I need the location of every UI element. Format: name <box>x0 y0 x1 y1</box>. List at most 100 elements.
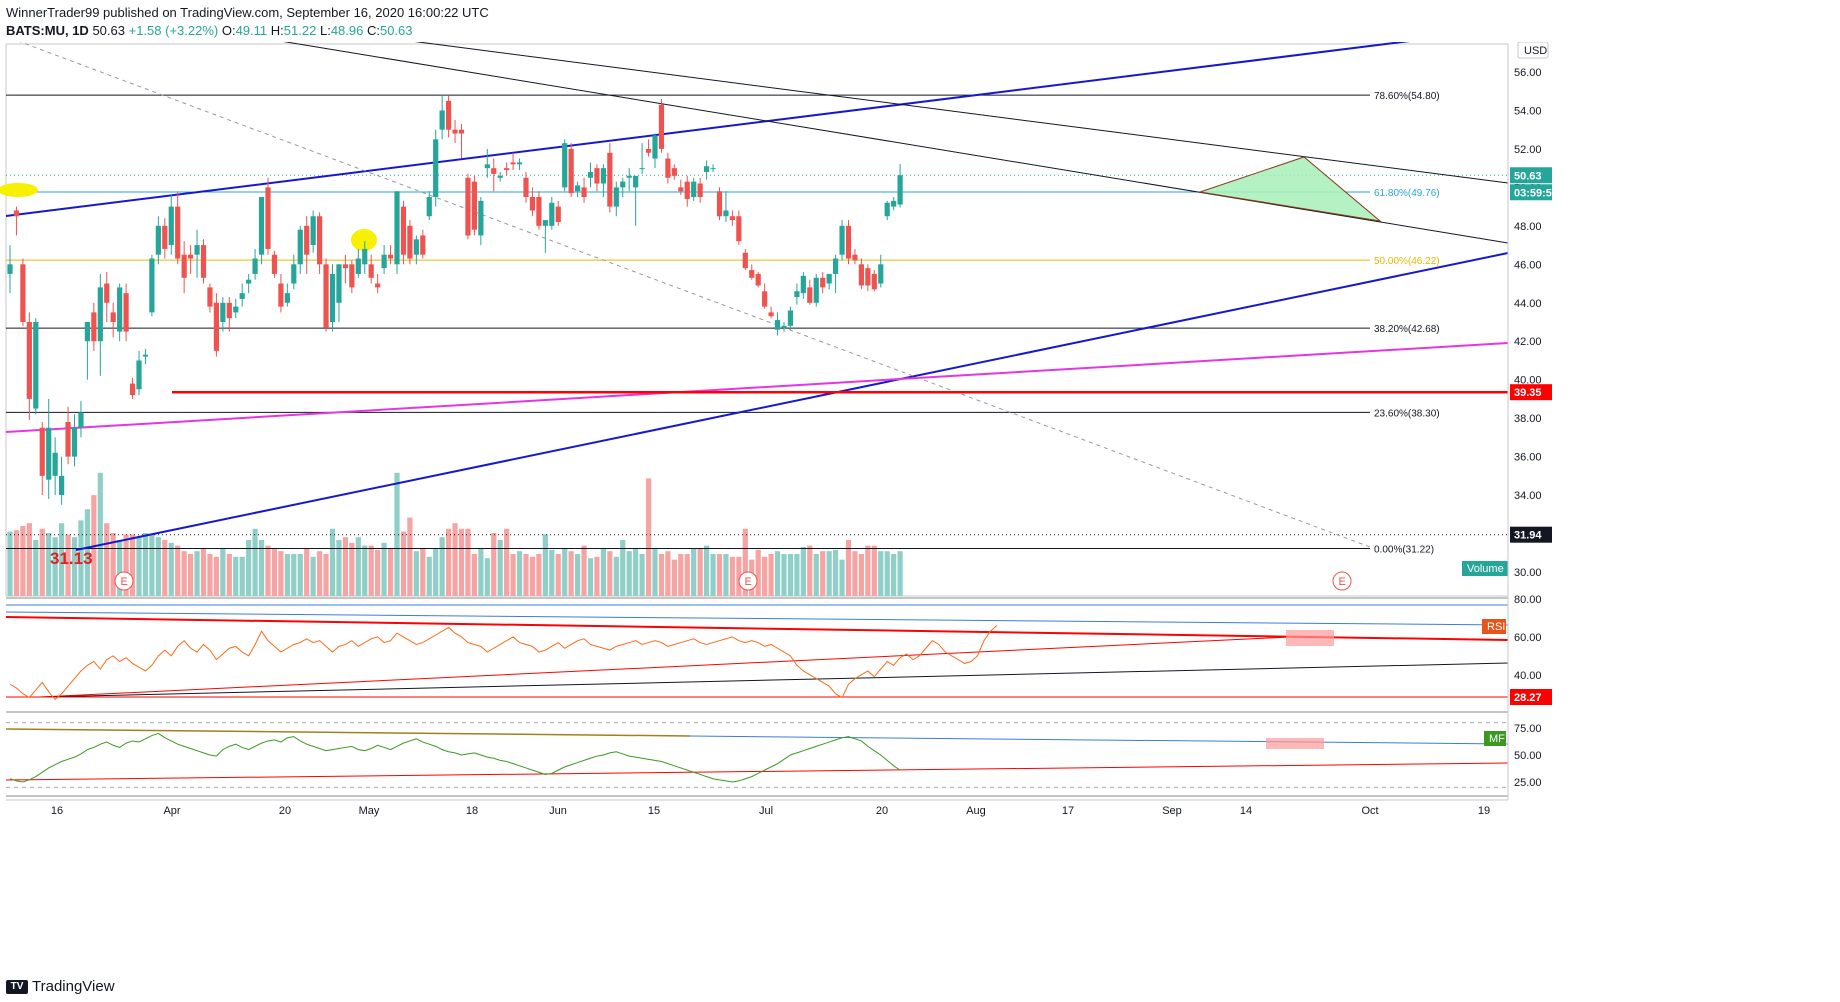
candle-body <box>226 302 232 319</box>
candle-body <box>33 322 39 409</box>
fib-level-label: 78.60%(54.80) <box>1374 91 1440 102</box>
last-price: 50.63 <box>92 23 125 38</box>
price-tick-label: 42.00 <box>1514 336 1542 348</box>
candle-body <box>117 287 123 332</box>
volume-bar <box>284 554 290 596</box>
rsi-marker-label: 28.27 <box>1514 692 1542 704</box>
volume-bar <box>226 554 232 596</box>
volume-bar <box>794 554 800 596</box>
volume-bar <box>84 509 90 596</box>
rsi-tick-label: 60.00 <box>1514 632 1542 644</box>
candle-body <box>220 302 226 322</box>
volume-bar <box>529 556 536 596</box>
candle-body <box>233 306 239 313</box>
volume-bar <box>478 548 484 596</box>
time-tick-label: Jun <box>549 805 567 817</box>
symbol-label[interactable]: BATS:MU, 1D <box>6 23 89 38</box>
volume-bar <box>633 548 639 596</box>
rsi-target-box <box>1286 630 1334 646</box>
candle-body <box>342 264 348 269</box>
mf-tick-label: 75.00 <box>1514 723 1542 735</box>
chart-canvas[interactable]: 78.60%(54.80) 61.80%(49.76) 50.00%(46.22) 3… <box>0 42 1840 974</box>
volume-bar <box>200 548 207 596</box>
candle-body <box>594 168 600 184</box>
volume-bar <box>420 548 426 596</box>
volume-bar <box>671 559 677 596</box>
volume-bar <box>426 556 432 596</box>
time-tick-label: 16 <box>51 805 63 817</box>
candle-body <box>491 168 497 174</box>
fib-level-label: 38.20%(42.68) <box>1374 324 1440 335</box>
volume-bar <box>394 472 400 596</box>
candle-body <box>555 206 561 222</box>
lower-blue-trendline <box>75 252 1509 551</box>
price-marker-box <box>1510 167 1552 184</box>
candle-body <box>188 254 194 259</box>
price-marker-box <box>1510 384 1552 401</box>
price-tick-label: 38.00 <box>1514 413 1542 425</box>
price-tick-label: 46.00 <box>1514 259 1542 271</box>
volume-bar <box>626 551 632 596</box>
candle-body <box>710 168 716 170</box>
candle-body <box>691 181 697 197</box>
rsi-red-trendline <box>5 616 1509 641</box>
volume-bar <box>104 523 110 596</box>
candle-body <box>620 181 626 188</box>
time-tick-label: Sep <box>1162 805 1182 817</box>
candle-body <box>368 264 374 278</box>
volume-bar <box>123 534 129 596</box>
candle-body <box>104 283 110 303</box>
tradingview-footer[interactable]: TV TradingView <box>6 978 115 995</box>
volume-bar <box>607 551 613 596</box>
volume-bar <box>400 531 407 596</box>
currency-box <box>1517 42 1549 59</box>
dashed-diagonal <box>19 42 1371 548</box>
volume-bar <box>710 554 716 596</box>
volume-bar <box>491 533 497 596</box>
volume-bar <box>265 545 271 596</box>
volume-bar <box>891 554 897 596</box>
time-tick-label: 18 <box>466 805 478 817</box>
candle-body <box>304 225 310 255</box>
candle-body <box>762 291 768 307</box>
candle-body <box>97 287 103 342</box>
mf-legend-label: MF <box>1489 733 1505 745</box>
volume-bar <box>117 540 123 596</box>
black-trendline-lower <box>283 42 1509 244</box>
candle-body <box>755 273 761 286</box>
close-value: 50.63 <box>379 23 413 38</box>
volume-bar <box>26 523 32 596</box>
price-tick-label: 56.00 <box>1514 67 1542 79</box>
candle-body <box>478 200 484 236</box>
time-tick-label: 15 <box>648 805 660 817</box>
volume-bar <box>587 558 594 596</box>
candle-body <box>336 264 342 303</box>
candle-body <box>845 225 852 259</box>
candle-body <box>258 197 265 255</box>
candle-body <box>407 225 413 259</box>
candle-body <box>207 287 213 307</box>
candle-body <box>310 216 316 246</box>
volume-bar <box>381 542 387 596</box>
volume-bar <box>781 554 787 596</box>
close-label: C: <box>366 23 380 38</box>
high-label: H: <box>270 23 284 38</box>
volume-bar <box>568 551 574 596</box>
volume-bar <box>755 549 761 596</box>
mf-tick-label: 25.00 <box>1514 777 1542 789</box>
earnings-marker-icon <box>1332 571 1352 591</box>
earnings-marker-icon <box>738 571 758 591</box>
rsi-tick-label: 40.00 <box>1514 670 1542 682</box>
time-tick-label: Aug <box>966 805 986 817</box>
volume-bar <box>497 540 503 596</box>
candle-body <box>200 245 207 278</box>
volume-bar <box>246 540 252 596</box>
candle-body <box>381 254 387 269</box>
black-trendline-upper <box>414 42 1509 184</box>
candle-body <box>587 172 594 178</box>
volume-bar <box>271 548 278 596</box>
candle-body <box>78 412 84 428</box>
volume-bar <box>46 533 52 596</box>
candle-body <box>471 181 477 230</box>
volume-bar <box>504 528 510 596</box>
